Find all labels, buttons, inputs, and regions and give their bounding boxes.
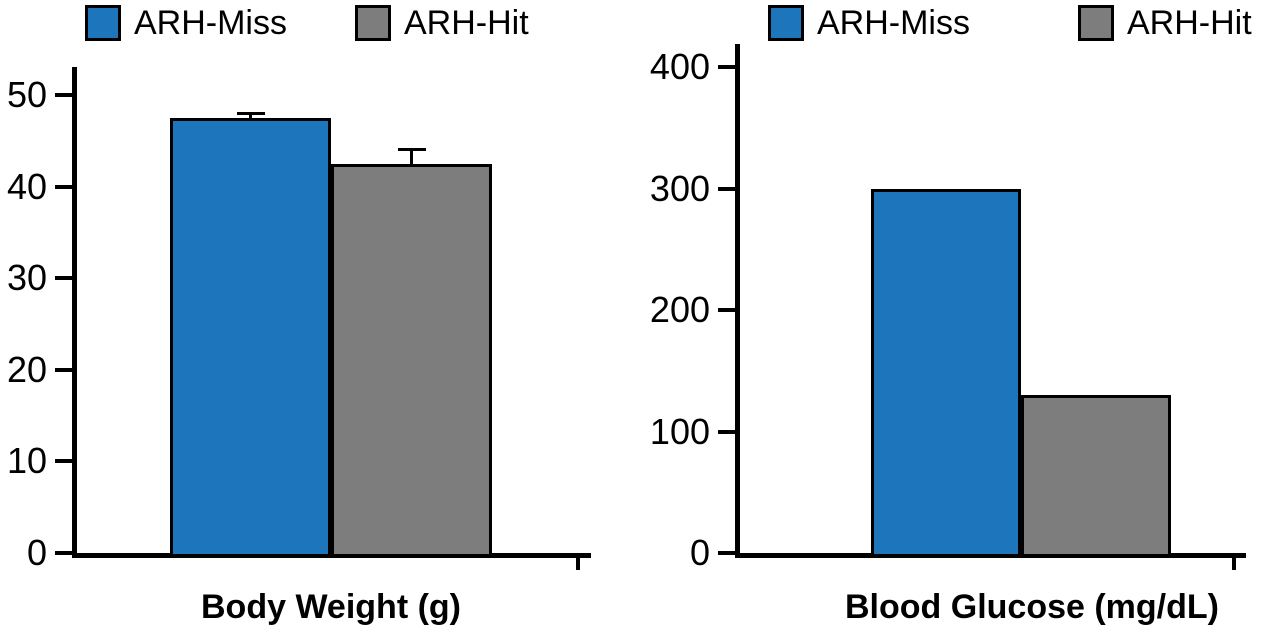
y-axis-tick <box>55 184 72 189</box>
x-axis-end-tick <box>1232 553 1236 570</box>
error-bar-cap-arh-hit <box>397 148 426 152</box>
y-tick-label: 10 <box>6 440 47 482</box>
y-axis-tick <box>55 276 72 281</box>
legend-label: ARH-Hit <box>1126 4 1252 42</box>
legend: ARH-Miss ARH-Hit <box>768 2 1252 44</box>
error-bar-line-arh-hit <box>410 149 413 164</box>
y-tick-label: 200 <box>649 289 710 330</box>
bar-arh-miss <box>170 117 331 557</box>
y-tick-label: 20 <box>6 348 47 390</box>
chart-title: Blood Glucose (mg/dL) <box>845 588 1219 626</box>
y-tick-label: 40 <box>6 165 47 207</box>
chart-title: Body Weight (g) <box>201 588 461 626</box>
error-bar-cap-arh-miss <box>236 111 265 115</box>
legend-item-arh-hit: ARH-Hit <box>1077 4 1252 42</box>
y-axis-tick <box>718 308 735 312</box>
legend: ARH-Miss ARH-Hit <box>85 2 529 44</box>
blood-glucose-chart: ARH-Miss ARH-Hit 0 100 200 300 400 Blood Glucos… <box>640 0 1280 639</box>
y-tick-label: 300 <box>649 167 710 209</box>
legend-swatch-arh-miss <box>85 5 121 41</box>
y-tick-label: 400 <box>649 46 710 87</box>
y-axis-tick <box>55 551 72 555</box>
legend-label: ARH-Miss <box>134 4 287 42</box>
bar-arh-miss <box>871 188 1021 557</box>
x-axis-end-tick <box>576 553 580 570</box>
y-axis-tick <box>718 186 735 191</box>
body-weight-chart: ARH-Miss ARH-Hit 0 10 20 30 40 50 Body Weight (g… <box>6 2 591 626</box>
legend-swatch-arh-hit <box>354 5 391 41</box>
y-axis-tick <box>718 429 735 434</box>
legend-item-arh-hit: ARH-Hit <box>354 4 529 42</box>
y-tick-label: 0 <box>26 532 47 573</box>
bar-arh-hit <box>331 163 492 557</box>
y-axis-tick <box>55 93 72 97</box>
y-axis-tick <box>55 367 72 372</box>
legend-item-arh-miss: ARH-Miss <box>85 5 287 41</box>
y-tick-label: 100 <box>649 410 710 452</box>
legend-item-arh-miss: ARH-Miss <box>768 5 970 41</box>
y-axis-tick <box>55 459 72 464</box>
y-tick-label: 30 <box>6 257 47 299</box>
y-axis-tick <box>718 65 735 69</box>
y-tick-label: 0 <box>689 532 710 573</box>
bar-arh-hit <box>1021 395 1171 557</box>
y-axis-tick <box>718 551 735 555</box>
legend-label: ARH-Hit <box>403 4 529 42</box>
y-axis <box>72 67 77 558</box>
error-bar-line-arh-miss <box>249 113 252 118</box>
y-tick-label: 50 <box>6 74 47 115</box>
legend-swatch-arh-hit <box>1077 5 1114 41</box>
legend-label: ARH-Miss <box>817 4 970 42</box>
y-axis <box>735 44 740 558</box>
legend-swatch-arh-miss <box>768 5 804 41</box>
